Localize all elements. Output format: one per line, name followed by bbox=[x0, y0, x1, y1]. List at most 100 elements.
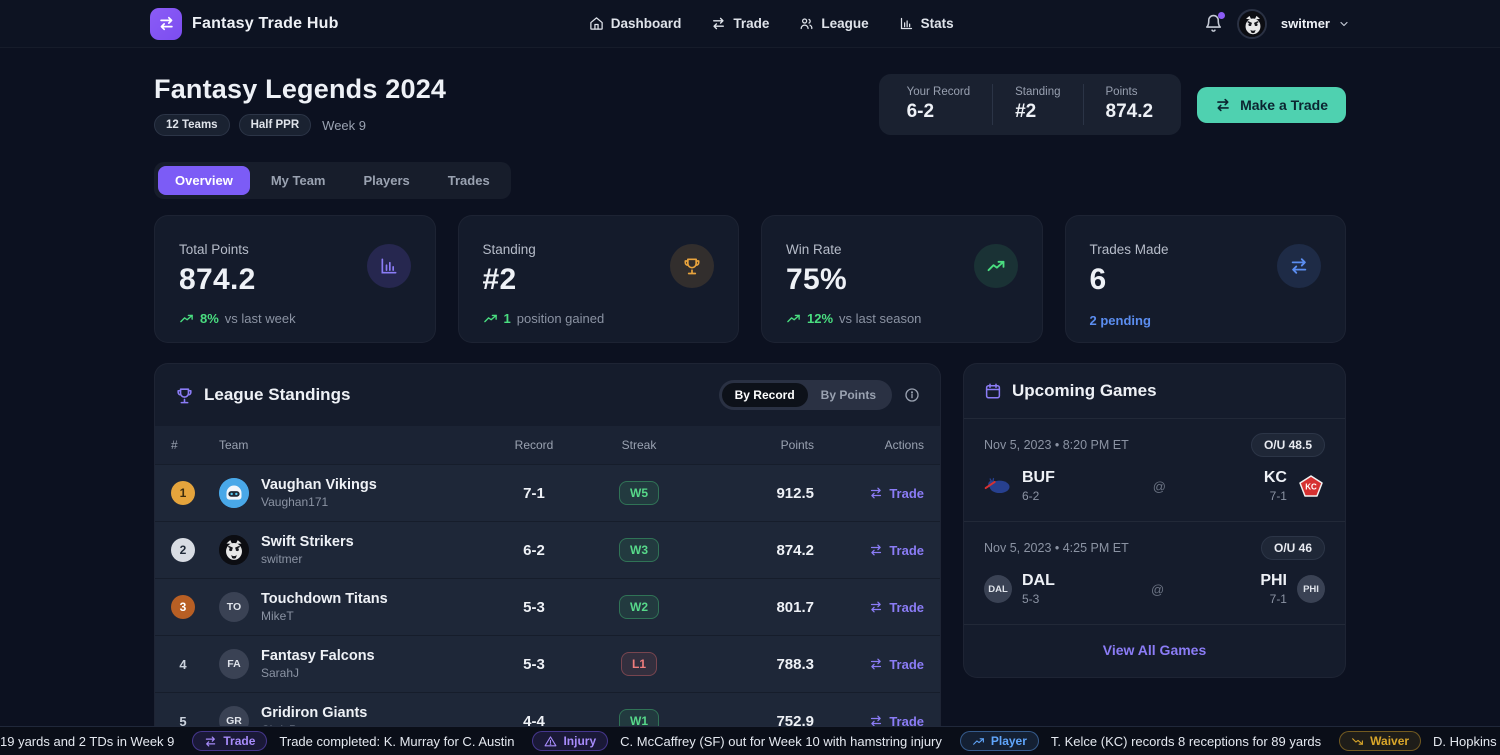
waiver-badge: Waiver bbox=[1339, 731, 1422, 751]
trade-action-button[interactable]: Trade bbox=[869, 600, 924, 615]
streak-badge: W3 bbox=[619, 538, 659, 562]
injury-badge: Injury bbox=[532, 731, 609, 751]
warning-triangle-icon bbox=[545, 735, 557, 746]
card-trend: 12% vs last season bbox=[786, 311, 1018, 326]
user-avatar[interactable] bbox=[1236, 8, 1267, 39]
ticker-text: Trade completed: K. Murray for C. Austin bbox=[279, 733, 515, 749]
card-label: Win Rate bbox=[786, 242, 842, 257]
trending-down-icon bbox=[1352, 737, 1364, 745]
mascot-avatar-icon bbox=[219, 535, 249, 565]
rank-badge: 2 bbox=[171, 538, 195, 562]
trade-badge: Trade bbox=[192, 731, 268, 751]
standings-title: League Standings bbox=[204, 385, 351, 404]
record-cell: 6-2 bbox=[523, 541, 545, 559]
svg-text:KC: KC bbox=[1305, 483, 1317, 492]
card-value: #2 bbox=[482, 263, 517, 296]
game-datetime: Nov 5, 2023 • 4:25 PM ET bbox=[984, 541, 1129, 555]
points-cell: 752.9 bbox=[776, 712, 814, 730]
cta-label: Make a Trade bbox=[1240, 96, 1328, 113]
summary-label: Your Record bbox=[906, 86, 971, 98]
tab-my-team[interactable]: My Team bbox=[270, 173, 326, 188]
over-under-badge: O/U 48.5 bbox=[1250, 433, 1325, 457]
brand-name: Fantasy Trade Hub bbox=[192, 14, 339, 32]
team-name: Gridiron Giants bbox=[261, 705, 368, 721]
card-trend: 1 position gained bbox=[483, 311, 715, 326]
trend-note: vs last week bbox=[224, 311, 296, 326]
home-icon bbox=[589, 16, 604, 31]
nav-item-trade[interactable]: Trade bbox=[711, 16, 769, 31]
nav-item-dashboard[interactable]: Dashboard bbox=[589, 16, 681, 31]
ticker-item: 19 yards and 2 TDs in Week 9 bbox=[0, 734, 174, 749]
ticker-text: T. Kelce (KC) records 8 receptions for 8… bbox=[1050, 733, 1322, 749]
team-name: Touchdown Titans bbox=[261, 591, 388, 607]
week-label: Week 9 bbox=[322, 117, 366, 133]
trending-up-icon bbox=[972, 737, 984, 745]
trade-action-button[interactable]: Trade bbox=[869, 714, 924, 729]
summary-value: 6-2 bbox=[906, 101, 935, 122]
league-heading: Fantasy Legends 2024 12 Teams Half PPR W… bbox=[154, 74, 446, 136]
nav-item-league[interactable]: League bbox=[799, 16, 869, 31]
ticker-text: D. Hopkins claimed off waivers bbox=[1433, 733, 1500, 749]
brand[interactable]: Fantasy Trade Hub bbox=[150, 7, 339, 40]
home-team-record: 7-1 bbox=[1269, 592, 1287, 606]
team-owner: SarahJ bbox=[261, 666, 300, 680]
sort-by-record[interactable]: By Record bbox=[721, 383, 808, 407]
trend-note: vs last season bbox=[839, 311, 922, 326]
games-title: Upcoming Games bbox=[1012, 381, 1157, 400]
col-rank: # bbox=[171, 438, 178, 452]
nav-menu: Dashboard Trade League Stats bbox=[339, 16, 1204, 31]
info-icon[interactable] bbox=[904, 387, 920, 403]
sort-by-points[interactable]: By Points bbox=[820, 388, 876, 402]
card-label: Trades Made bbox=[1089, 242, 1169, 257]
trophy-icon bbox=[177, 387, 192, 403]
rank-badge: 5 bbox=[179, 713, 187, 729]
col-record: Record bbox=[514, 438, 554, 452]
home-team-abbr: PHI bbox=[1260, 572, 1287, 589]
tab-overview[interactable]: Overview bbox=[158, 166, 250, 195]
away-team-record: 6-2 bbox=[1022, 489, 1040, 503]
user-menu[interactable]: switmer bbox=[1281, 16, 1350, 31]
team-owner: switmer bbox=[261, 552, 303, 566]
view-all-games-link[interactable]: View All Games bbox=[1102, 642, 1207, 658]
trade-action-button[interactable]: Trade bbox=[869, 543, 924, 558]
phi-logo-icon: PHI bbox=[1296, 575, 1325, 603]
trade-action-button[interactable]: Trade bbox=[869, 657, 924, 672]
make-a-trade-button[interactable]: Make a Trade bbox=[1197, 86, 1346, 123]
points-cell: 912.5 bbox=[776, 484, 814, 502]
ticker-item: Injury C. McCaffrey (SF) out for Week 10… bbox=[532, 731, 942, 751]
news-ticker: 19 yards and 2 TDs in Week 9 Trade Trade… bbox=[0, 726, 1500, 755]
user-name: switmer bbox=[1280, 16, 1330, 31]
summary-label: Points bbox=[1105, 86, 1138, 98]
table-row: 3 TO Touchdown Titans MikeT 5-3 W2 801.7… bbox=[155, 578, 940, 635]
team-owner: Vaughan171 bbox=[261, 495, 329, 509]
over-under-badge: O/U 46 bbox=[1260, 536, 1325, 560]
ticker-item: Waiver D. Hopkins claimed off waivers bbox=[1339, 731, 1500, 751]
trade-action-button[interactable]: Trade bbox=[869, 486, 924, 501]
upcoming-games-panel: Upcoming Games Nov 5, 2023 • 8:20 PM ET … bbox=[963, 363, 1346, 678]
games-header: Upcoming Games bbox=[964, 364, 1345, 419]
nav-item-stats[interactable]: Stats bbox=[899, 16, 954, 31]
trend-note: position gained bbox=[516, 311, 605, 326]
nav-label: Stats bbox=[920, 16, 954, 31]
tab-players[interactable]: Players bbox=[363, 173, 410, 188]
trend-value: 12% bbox=[807, 311, 834, 326]
badge-label: Player bbox=[990, 734, 1027, 748]
record-cell: 7-1 bbox=[523, 484, 545, 502]
nav-right: switmer bbox=[1204, 8, 1350, 39]
home-team-record: 7-1 bbox=[1269, 489, 1287, 503]
view-tabs: Overview My Team Players Trades bbox=[154, 162, 511, 199]
tab-trades[interactable]: Trades bbox=[447, 173, 490, 188]
summary-your-record: Your Record 6-2 bbox=[885, 84, 993, 125]
notifications-button[interactable] bbox=[1204, 12, 1225, 33]
notification-dot bbox=[1217, 12, 1225, 19]
trade-label: Trade bbox=[889, 485, 924, 501]
record-cell: 5-3 bbox=[523, 655, 545, 673]
away-team-record: 5-3 bbox=[1022, 592, 1040, 606]
swap-icon bbox=[150, 7, 182, 40]
card-trend: 8% vs last week bbox=[179, 311, 411, 326]
summary-value: 874.2 bbox=[1105, 101, 1154, 122]
table-row: 2 Swift Strikers switmer 6-2 W3 874.2 Tr… bbox=[155, 521, 940, 578]
page-title: Fantasy Legends 2024 bbox=[154, 74, 447, 104]
pending-note: 2 pending bbox=[1089, 313, 1151, 328]
away-team-abbr: BUF bbox=[1022, 469, 1055, 486]
